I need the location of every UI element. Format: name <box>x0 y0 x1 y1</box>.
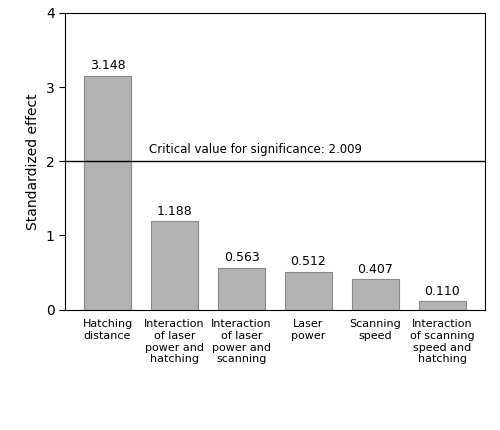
Bar <box>419 301 466 310</box>
Text: 0.110: 0.110 <box>424 285 460 298</box>
Bar <box>151 221 198 310</box>
Text: 0.563: 0.563 <box>224 251 260 264</box>
Bar <box>84 76 131 310</box>
Text: 3.148: 3.148 <box>90 59 126 72</box>
Text: 0.407: 0.407 <box>358 263 394 276</box>
Text: Critical value for significance: 2.009: Critical value for significance: 2.009 <box>149 143 362 156</box>
Y-axis label: Standardized effect: Standardized effect <box>26 93 40 230</box>
Bar <box>218 268 265 310</box>
Bar <box>352 280 399 310</box>
Text: 0.512: 0.512 <box>290 255 326 268</box>
Text: 1.188: 1.188 <box>156 205 192 218</box>
Bar <box>285 272 332 310</box>
